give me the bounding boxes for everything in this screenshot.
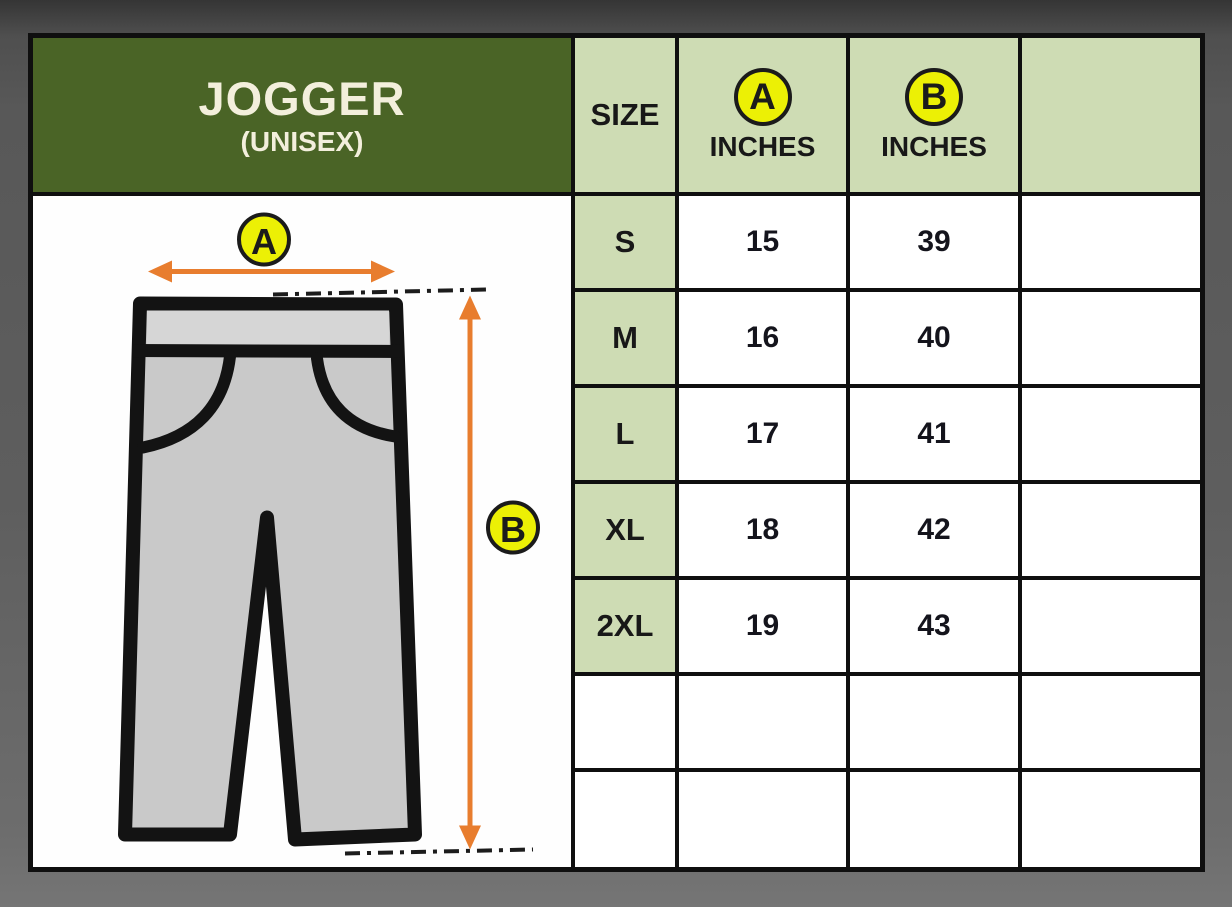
top-reference-line (272, 287, 489, 297)
a-value: 15 (679, 196, 846, 288)
pants-diagram-svg: A B (118, 212, 540, 856)
width-label-text: A (251, 221, 277, 262)
waistband-line (132, 344, 404, 358)
panel-header: JOGGER (UNISEX) (33, 38, 571, 192)
extra-cell (1022, 676, 1200, 768)
page-subtitle: (UNISEX) (240, 125, 364, 157)
length-label-badge (486, 500, 540, 555)
bottom-reference-line (344, 847, 534, 856)
extra-cell (1022, 196, 1200, 288)
b-value: 42 (850, 484, 1018, 576)
width-arrowhead-left (148, 260, 172, 283)
size-chart-frame: JOGGER (UNISEX) SIZE A INCHES B INCHES (28, 33, 1205, 872)
b-value (850, 676, 1018, 768)
size-label: M (575, 292, 675, 384)
waistband (147, 310, 389, 345)
size-label (575, 772, 675, 867)
measure-b-badge: B (905, 67, 963, 126)
length-label-text: B (500, 509, 526, 550)
header-cell-b: B INCHES (850, 38, 1018, 192)
width-arrowhead-right (371, 260, 395, 283)
length-arrowhead-top (459, 295, 481, 320)
a-value: 16 (679, 292, 846, 384)
pants-diagram: A B (33, 196, 571, 867)
right-pocket-curve (311, 352, 401, 443)
size-label: XL (575, 484, 675, 576)
b-value: 39 (850, 196, 1018, 288)
page-title: JOGGER (198, 71, 406, 125)
a-value: 19 (679, 580, 846, 672)
header-cell-empty (1022, 38, 1200, 192)
a-value (679, 676, 846, 768)
size-label (575, 676, 675, 768)
extra-cell (1022, 772, 1200, 867)
a-value (679, 772, 846, 867)
pants-outline (118, 296, 422, 847)
b-value: 43 (850, 580, 1018, 672)
a-value: 18 (679, 484, 846, 576)
length-arrowhead-bottom (459, 825, 481, 850)
b-value: 41 (850, 388, 1018, 480)
extra-cell (1022, 292, 1200, 384)
measure-a-badge: A (733, 67, 792, 126)
header-cell-size: SIZE (575, 38, 675, 192)
b-unit-label: INCHES (881, 130, 987, 162)
header-cell-a: A INCHES (679, 38, 846, 192)
extra-cell (1022, 484, 1200, 576)
size-label: L (575, 388, 675, 480)
left-pocket-curve (137, 350, 236, 454)
width-label-badge (237, 212, 291, 267)
extra-cell (1022, 580, 1200, 672)
size-label: 2XL (575, 580, 675, 672)
b-value (850, 772, 1018, 867)
size-label: S (575, 196, 675, 288)
a-unit-label: INCHES (709, 130, 816, 162)
a-value: 17 (679, 388, 846, 480)
size-column-label: SIZE (590, 97, 660, 132)
b-value: 40 (850, 292, 1018, 384)
extra-cell (1022, 388, 1200, 480)
